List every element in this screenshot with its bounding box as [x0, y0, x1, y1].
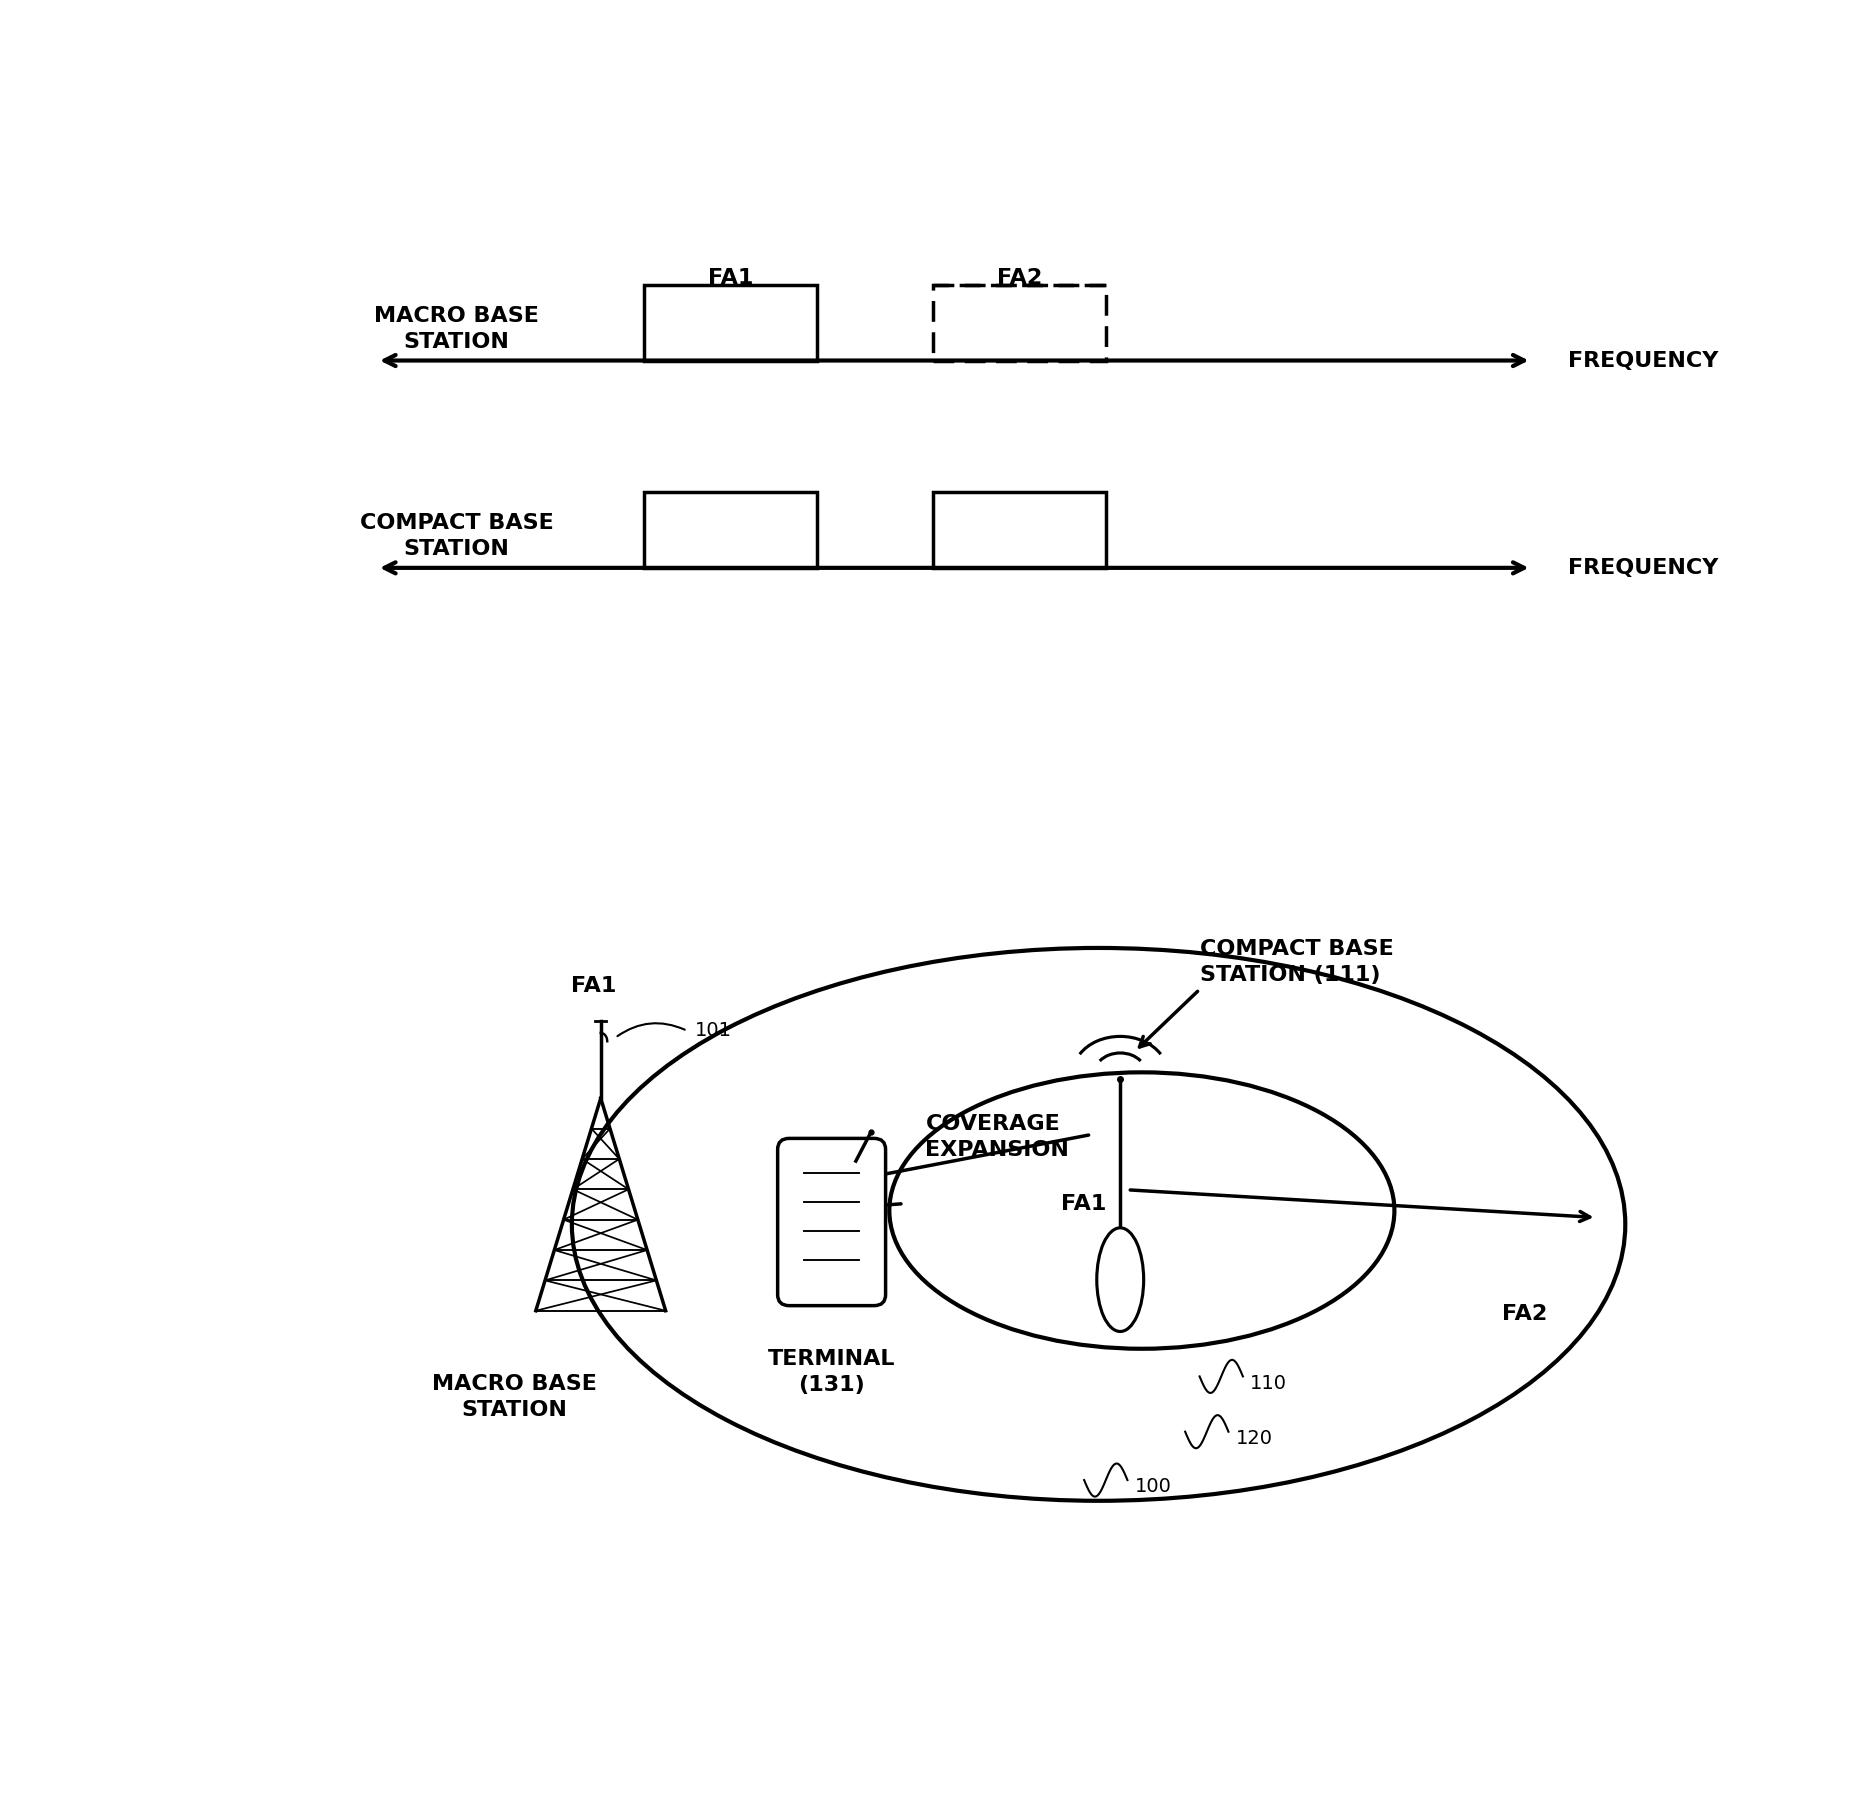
- Ellipse shape: [1097, 1228, 1143, 1332]
- Bar: [644, 492, 817, 567]
- Text: COVERAGE
EXPANSION: COVERAGE EXPANSION: [925, 1115, 1069, 1161]
- Text: FREQUENCY: FREQUENCY: [1568, 350, 1719, 370]
- Ellipse shape: [890, 1072, 1395, 1348]
- Text: 101: 101: [695, 1021, 732, 1041]
- Text: MACRO BASE
STATION: MACRO BASE STATION: [374, 305, 538, 352]
- Bar: [933, 284, 1106, 361]
- Text: COMPACT BASE
STATION (111): COMPACT BASE STATION (111): [1199, 939, 1393, 985]
- Text: FA1: FA1: [708, 267, 754, 287]
- Text: FA1: FA1: [1061, 1194, 1106, 1213]
- Bar: [644, 284, 817, 361]
- Ellipse shape: [572, 948, 1626, 1501]
- Text: FA1: FA1: [572, 976, 616, 996]
- Text: TERMINAL
(131): TERMINAL (131): [767, 1350, 896, 1395]
- Text: 110: 110: [1249, 1373, 1287, 1393]
- Text: FA2: FA2: [1501, 1305, 1547, 1325]
- FancyBboxPatch shape: [778, 1138, 886, 1305]
- Text: 120: 120: [1236, 1429, 1272, 1449]
- Text: COMPACT BASE
STATION: COMPACT BASE STATION: [359, 513, 553, 560]
- Text: MACRO BASE
STATION: MACRO BASE STATION: [432, 1373, 596, 1420]
- Text: FA2: FA2: [996, 267, 1043, 287]
- Text: 100: 100: [1134, 1477, 1171, 1497]
- Text: FREQUENCY: FREQUENCY: [1568, 558, 1719, 578]
- Bar: [933, 492, 1106, 567]
